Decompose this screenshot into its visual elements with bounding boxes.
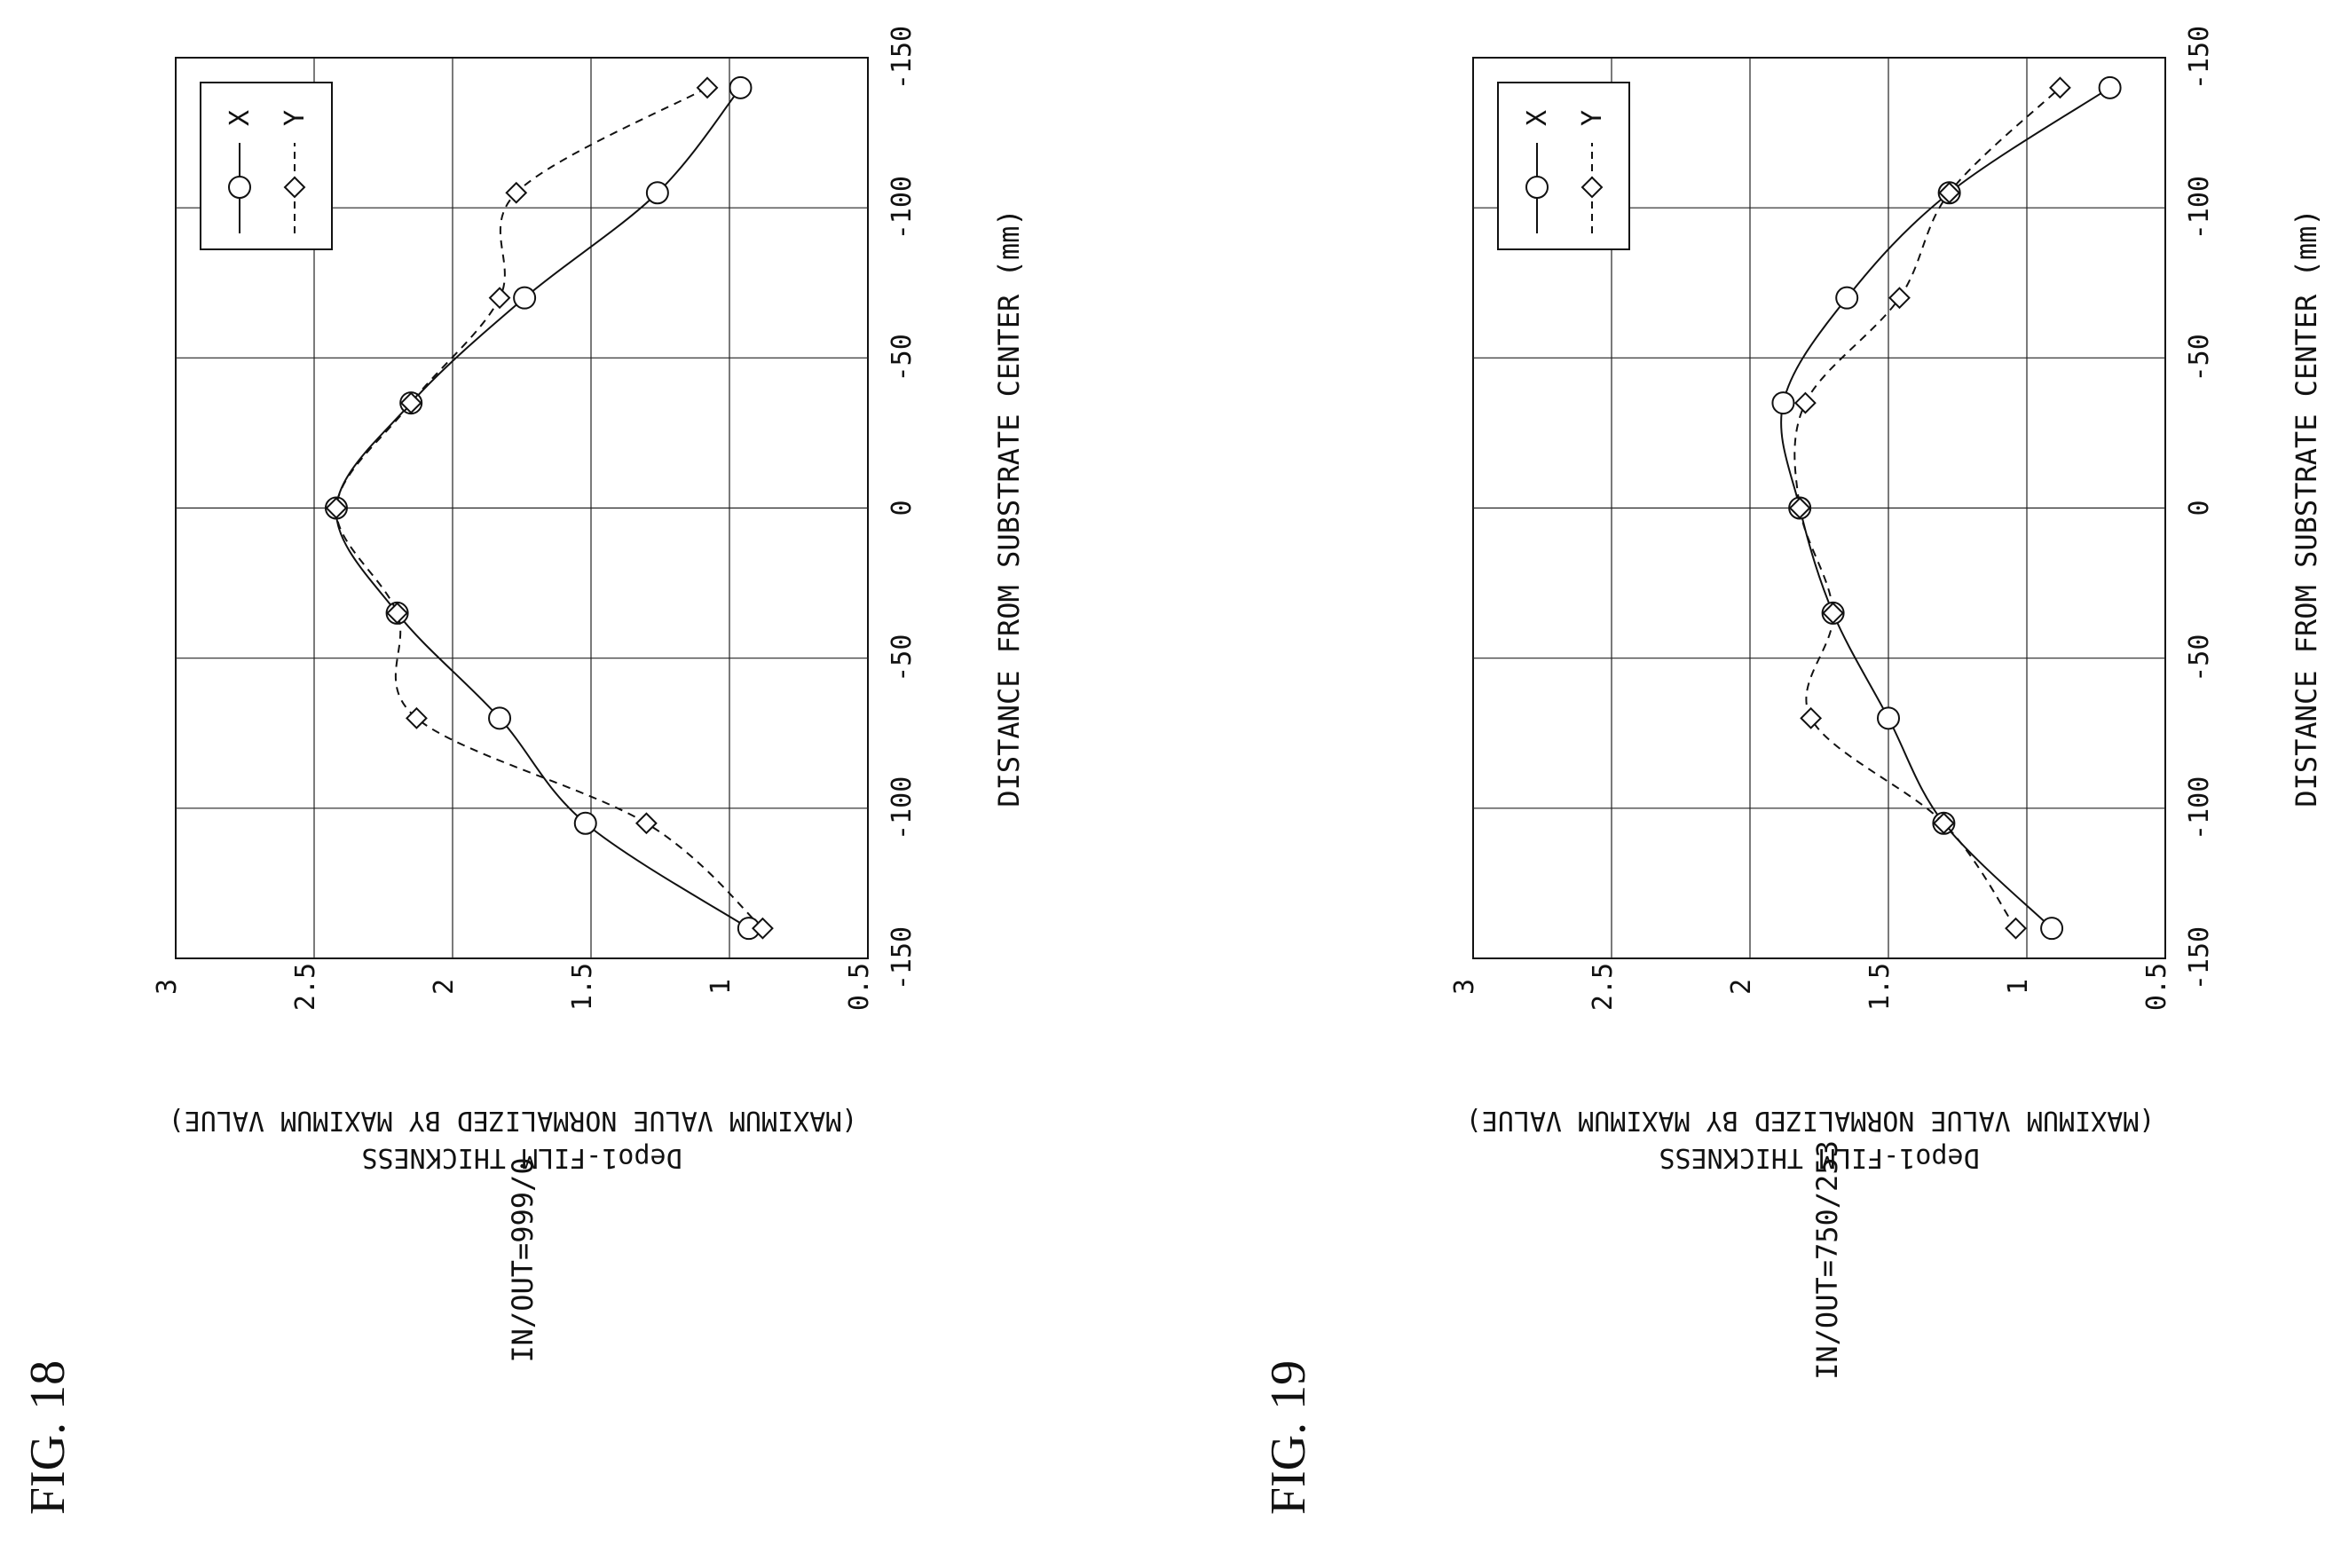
series-x-point bbox=[2040, 917, 2064, 941]
series-y-point bbox=[1888, 287, 1911, 310]
series-y-point bbox=[1788, 497, 1811, 519]
distance-tick-label: -100 bbox=[2184, 176, 2215, 240]
series-y-point bbox=[1932, 812, 1955, 835]
value-tick-label: 3 bbox=[152, 979, 183, 995]
value-axis-label-line1: Depo1-FILM THICKNESS bbox=[361, 1142, 682, 1173]
series-y-point bbox=[2005, 917, 2027, 940]
condition-label: IN/OUT=999/0 bbox=[506, 1157, 540, 1362]
series-y-point bbox=[325, 497, 348, 519]
distance-tick-label: -50 bbox=[887, 634, 918, 682]
distance-tick-label: 0 bbox=[887, 500, 918, 516]
series-y-point bbox=[488, 287, 511, 310]
value-tick-label: 1 bbox=[705, 979, 737, 995]
value-tick-label: 0.5 bbox=[2141, 963, 2172, 1011]
value-axis-label-line2: (MAXIMUM VALUE NORMALIZED BY MAXIMUM VAL… bbox=[1466, 1105, 2156, 1136]
distance-axis-label: DISTANCE FROM SUBSTRATE CENTER (mm) bbox=[992, 209, 1026, 807]
legend-entry-label: Y bbox=[1577, 110, 1608, 126]
series-x-point bbox=[1877, 706, 1900, 730]
value-tick-label: 0.5 bbox=[844, 963, 875, 1011]
distance-tick-label: -100 bbox=[887, 776, 918, 840]
distance-tick-label: -150 bbox=[2184, 926, 2215, 990]
series-y-point bbox=[505, 181, 528, 204]
series-y-point bbox=[1938, 181, 1961, 204]
series-y-point bbox=[1822, 602, 1845, 625]
series-y-point bbox=[1800, 706, 1823, 729]
legend-diamond-marker bbox=[283, 176, 306, 199]
value-tick-label: 3 bbox=[1449, 979, 1480, 995]
legend-box bbox=[200, 82, 333, 250]
legend-box bbox=[1497, 82, 1630, 250]
series-y-point bbox=[399, 391, 422, 414]
distance-tick-label: -150 bbox=[887, 926, 918, 990]
condition-label: IN/OUT=750/253 bbox=[1810, 1140, 1844, 1380]
distance-tick-label: -100 bbox=[2184, 776, 2215, 840]
value-axis-label-line1: Depo1-FILM THICKNESS bbox=[1659, 1142, 1979, 1173]
value-axis-label-line2: (MAXIMUM VALUE NORMALIZED BY MAXIMUM VAL… bbox=[169, 1105, 858, 1136]
distance-tick-label: -50 bbox=[2184, 634, 2215, 682]
value-tick-label: 2 bbox=[429, 979, 460, 995]
value-tick-label: 1.5 bbox=[567, 963, 598, 1011]
value-tick-label: 2.5 bbox=[1588, 963, 1619, 1011]
value-tick-label: 1.5 bbox=[1864, 963, 1896, 1011]
legend-entry-label: X bbox=[1522, 110, 1553, 126]
series-y-point bbox=[1793, 391, 1817, 414]
series-y-point bbox=[696, 76, 719, 99]
figure-18: 0.5 1 1.5 2 2.5 3 -150 -100 -50 0 -50 -100 -150 DISTA… bbox=[20, 26, 1026, 1515]
distance-axis-label: DISTANCE FROM SUBSTRATE CENTER (mm) bbox=[2290, 209, 2323, 807]
series-x-point bbox=[729, 75, 753, 99]
figure-19: 0.5 1 1.5 2 2.5 3 -150 -100 -50 0 -50 -100 -150 DISTA… bbox=[1261, 26, 2323, 1515]
legend-entry-label: Y bbox=[280, 110, 311, 126]
legend-entry-label: X bbox=[225, 110, 256, 126]
series-x-point bbox=[488, 706, 512, 730]
distance-tick-label: -50 bbox=[2184, 334, 2215, 382]
value-tick-label: 2 bbox=[1726, 979, 1757, 995]
value-tick-label: 2.5 bbox=[290, 963, 321, 1011]
distance-tick-label: -150 bbox=[2184, 26, 2215, 90]
series-x-point bbox=[2098, 75, 2122, 99]
series-x-point bbox=[513, 286, 537, 310]
series-x-point bbox=[1771, 391, 1795, 415]
legend-circle-marker bbox=[1525, 176, 1549, 199]
legend-circle-marker bbox=[228, 176, 251, 199]
value-tick-label: 1 bbox=[2003, 979, 2034, 995]
series-x-point bbox=[1835, 286, 1859, 310]
figure-label: FIG. 18 bbox=[20, 1360, 75, 1515]
distance-tick-label: 0 bbox=[2184, 500, 2215, 516]
series-y-point bbox=[635, 812, 658, 835]
series-y-point bbox=[386, 602, 409, 625]
distance-tick-label: -100 bbox=[887, 176, 918, 240]
figure-label: FIG. 19 bbox=[1261, 1360, 1316, 1515]
series-y-line bbox=[1793, 87, 2061, 929]
series-x-point bbox=[645, 181, 669, 205]
distance-tick-label: -150 bbox=[887, 26, 918, 90]
distance-tick-label: -50 bbox=[887, 334, 918, 382]
series-y-point bbox=[406, 706, 428, 729]
series-y-point bbox=[2049, 76, 2071, 99]
series-x-point bbox=[573, 811, 597, 835]
legend-diamond-marker bbox=[1580, 176, 1604, 199]
series-y-point bbox=[752, 917, 774, 940]
